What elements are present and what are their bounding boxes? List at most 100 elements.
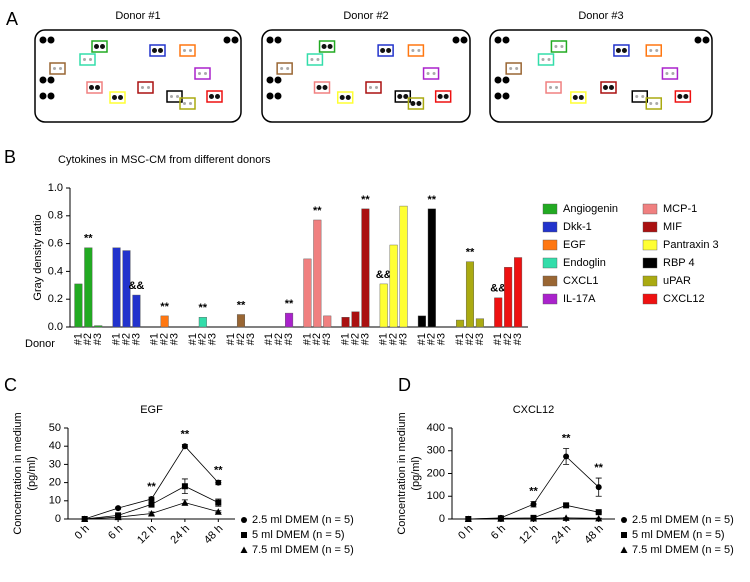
x-tick-label: #2 bbox=[388, 333, 400, 345]
x-tick-label: 48 h bbox=[582, 523, 606, 547]
blot-dot bbox=[152, 48, 157, 53]
blot-dot bbox=[649, 49, 653, 52]
blot-box bbox=[550, 40, 568, 53]
point bbox=[114, 513, 122, 521]
y-tick-label: 100 bbox=[427, 490, 445, 502]
y-tick-label: 300 bbox=[427, 445, 445, 457]
blot-dot bbox=[437, 94, 443, 99]
x-tick-label: 12 h bbox=[135, 523, 159, 547]
blot-box bbox=[86, 81, 103, 94]
blot-box bbox=[306, 53, 324, 66]
blot-dot bbox=[158, 48, 163, 53]
blot-dot bbox=[112, 95, 117, 100]
blot-dot bbox=[411, 49, 415, 52]
blot-box bbox=[318, 40, 336, 53]
blot-dot bbox=[641, 95, 645, 98]
bar bbox=[361, 208, 370, 328]
point bbox=[497, 515, 505, 522]
blot-dot bbox=[452, 36, 460, 44]
y-tick-label: 30 bbox=[49, 458, 61, 470]
blot-box bbox=[505, 62, 522, 75]
x-tick-label: #1 bbox=[187, 333, 199, 345]
significance-mark: ** bbox=[237, 299, 246, 311]
blot-dot bbox=[141, 86, 144, 89]
legend-label: 2.5 ml DMEM (n = 5) bbox=[632, 514, 734, 526]
significance-mark: ** bbox=[199, 302, 208, 314]
blot-dot bbox=[694, 36, 702, 44]
legend-swatch bbox=[642, 293, 658, 305]
x-tick-label: 12 h bbox=[517, 523, 541, 547]
x-tick-label: #1 bbox=[72, 333, 84, 345]
legend-marker bbox=[621, 517, 627, 523]
y-tick-label: 1.0 bbox=[48, 182, 63, 194]
significance-mark: ** bbox=[181, 428, 190, 440]
blot-dot bbox=[316, 85, 322, 90]
bar bbox=[198, 317, 207, 328]
blot-dot bbox=[266, 92, 274, 100]
significance-mark: ** bbox=[594, 462, 603, 474]
bar bbox=[112, 247, 121, 328]
blot-dot bbox=[417, 49, 421, 52]
bar bbox=[285, 312, 294, 328]
legend-marker bbox=[240, 546, 248, 553]
blot-dot bbox=[541, 58, 545, 61]
legend-swatch bbox=[542, 203, 558, 215]
panel-label: D bbox=[398, 375, 411, 395]
blot-dot bbox=[189, 49, 192, 52]
blot-dot bbox=[410, 101, 416, 106]
x-tick-label: 24 h bbox=[550, 523, 574, 547]
blot-dot bbox=[649, 102, 653, 105]
y-tick-label: 0.4 bbox=[48, 265, 63, 277]
bar bbox=[160, 315, 169, 328]
point bbox=[148, 510, 155, 517]
blot-dot bbox=[204, 72, 207, 75]
blot-dot bbox=[274, 36, 282, 44]
legend-label: 2.5 ml DMEM (n = 5) bbox=[252, 514, 354, 526]
x-tick-label: #2 bbox=[235, 333, 247, 345]
blot-dot bbox=[380, 48, 386, 53]
x-tick-label: #1 bbox=[416, 333, 428, 345]
blot-dot bbox=[426, 72, 430, 75]
blot-box bbox=[600, 81, 617, 94]
y-tick-label: 0.2 bbox=[48, 293, 63, 305]
x-tick-label: #3 bbox=[168, 333, 180, 345]
legend-swatch bbox=[542, 239, 558, 251]
x-tick-label: #3 bbox=[321, 333, 333, 345]
bar bbox=[303, 258, 312, 328]
point bbox=[148, 495, 155, 502]
blot-box bbox=[422, 67, 440, 80]
blot-box bbox=[407, 97, 425, 110]
panel-label: B bbox=[4, 147, 16, 167]
point bbox=[464, 515, 472, 522]
blot-dot bbox=[83, 58, 86, 61]
x-tick-label: #2 bbox=[311, 333, 323, 345]
chart-title: CXCL12 bbox=[513, 404, 555, 416]
point bbox=[181, 443, 188, 450]
y-axis-label: Concentration in medium bbox=[12, 412, 24, 534]
blot-box bbox=[79, 53, 96, 66]
x-tick-label: #3 bbox=[207, 333, 219, 345]
legend-label: CXCL12 bbox=[663, 293, 705, 305]
x-tick-label: #1 bbox=[149, 333, 161, 345]
blot-dot bbox=[432, 72, 436, 75]
bar bbox=[514, 257, 523, 328]
blot-box bbox=[179, 44, 196, 57]
significance-mark: ** bbox=[160, 301, 169, 313]
blot-dot bbox=[403, 94, 409, 99]
blot-dot bbox=[47, 92, 55, 100]
blot-box bbox=[570, 91, 587, 104]
blot-box bbox=[194, 67, 211, 80]
blot-box bbox=[613, 44, 630, 57]
blot-dot bbox=[327, 44, 333, 49]
bar bbox=[504, 267, 513, 328]
blot-box bbox=[137, 81, 154, 94]
y-axis-label: (pg/ml) bbox=[26, 456, 38, 490]
blot-dot bbox=[460, 36, 468, 44]
blot-dot bbox=[386, 48, 392, 53]
point bbox=[562, 514, 570, 521]
y-tick-label: 0.0 bbox=[48, 321, 63, 333]
blot-dot bbox=[655, 49, 659, 52]
point bbox=[595, 484, 602, 491]
legend-swatch bbox=[642, 221, 658, 233]
significance-mark: ** bbox=[529, 485, 538, 497]
